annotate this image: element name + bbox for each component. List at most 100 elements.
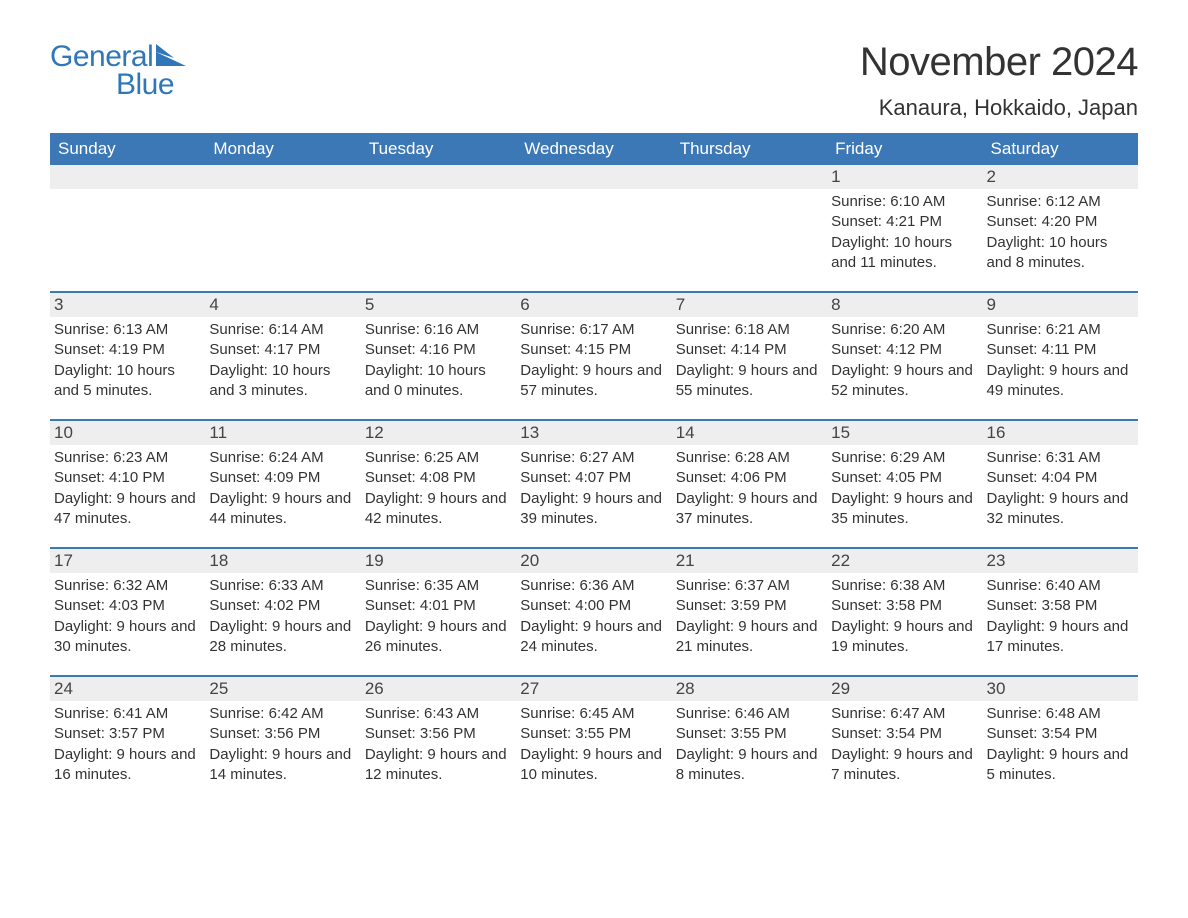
calendar-grid: Sunday Monday Tuesday Wednesday Thursday… — [50, 133, 1138, 803]
daylight-text: Daylight: 10 hours and 11 minutes. — [831, 233, 978, 274]
sunset-text: Sunset: 3:55 PM — [520, 724, 667, 744]
sunrise-text: Sunrise: 6:45 AM — [520, 704, 667, 724]
daylight-text: Daylight: 9 hours and 10 minutes. — [520, 745, 667, 786]
day-cell: 3Sunrise: 6:13 AMSunset: 4:19 PMDaylight… — [50, 293, 205, 419]
sunset-text: Sunset: 4:00 PM — [520, 596, 667, 616]
sunset-text: Sunset: 4:21 PM — [831, 212, 978, 232]
day-number: 5 — [361, 293, 516, 317]
day-cell: 30Sunrise: 6:48 AMSunset: 3:54 PMDayligh… — [983, 677, 1138, 803]
sunset-text: Sunset: 4:03 PM — [54, 596, 201, 616]
sunrise-text: Sunrise: 6:48 AM — [987, 704, 1134, 724]
sunrise-text: Sunrise: 6:33 AM — [209, 576, 356, 596]
sunrise-text: Sunrise: 6:28 AM — [676, 448, 823, 468]
day-number: 25 — [205, 677, 360, 701]
sunset-text: Sunset: 3:59 PM — [676, 596, 823, 616]
week-row: 10Sunrise: 6:23 AMSunset: 4:10 PMDayligh… — [50, 419, 1138, 547]
day-number: 8 — [827, 293, 982, 317]
day-cell: 16Sunrise: 6:31 AMSunset: 4:04 PMDayligh… — [983, 421, 1138, 547]
daylight-text: Daylight: 9 hours and 24 minutes. — [520, 617, 667, 658]
daylight-text: Daylight: 9 hours and 12 minutes. — [365, 745, 512, 786]
day-number: 21 — [672, 549, 827, 573]
sunrise-text: Sunrise: 6:12 AM — [987, 192, 1134, 212]
sunset-text: Sunset: 4:16 PM — [365, 340, 512, 360]
daylight-text: Daylight: 9 hours and 16 minutes. — [54, 745, 201, 786]
sunrise-text: Sunrise: 6:42 AM — [209, 704, 356, 724]
daylight-text: Daylight: 9 hours and 47 minutes. — [54, 489, 201, 530]
day-number-bar-empty — [672, 165, 827, 189]
daylight-text: Daylight: 9 hours and 39 minutes. — [520, 489, 667, 530]
day-cell — [672, 165, 827, 291]
daylight-text: Daylight: 10 hours and 8 minutes. — [987, 233, 1134, 274]
sunrise-text: Sunrise: 6:40 AM — [987, 576, 1134, 596]
day-cell: 12Sunrise: 6:25 AMSunset: 4:08 PMDayligh… — [361, 421, 516, 547]
sunrise-text: Sunrise: 6:35 AM — [365, 576, 512, 596]
week-row: 1Sunrise: 6:10 AMSunset: 4:21 PMDaylight… — [50, 165, 1138, 291]
weekday-header: Wednesday — [516, 133, 671, 165]
day-cell: 5Sunrise: 6:16 AMSunset: 4:16 PMDaylight… — [361, 293, 516, 419]
sunset-text: Sunset: 4:02 PM — [209, 596, 356, 616]
day-cell — [50, 165, 205, 291]
month-title: November 2024 — [860, 40, 1138, 85]
day-cell: 21Sunrise: 6:37 AMSunset: 3:59 PMDayligh… — [672, 549, 827, 675]
day-number: 6 — [516, 293, 671, 317]
day-cell: 11Sunrise: 6:24 AMSunset: 4:09 PMDayligh… — [205, 421, 360, 547]
weekday-header: Tuesday — [361, 133, 516, 165]
day-cell: 17Sunrise: 6:32 AMSunset: 4:03 PMDayligh… — [50, 549, 205, 675]
day-cell: 10 Sunrise: 6:23 AMSunset: 4:10 PMDayligh… — [50, 421, 205, 547]
daylight-text: Daylight: 10 hours and 3 minutes. — [209, 361, 356, 402]
sunrise-text: Sunrise: 6:29 AM — [831, 448, 978, 468]
page-header: General Blue November 2024 Kanaura, Hokk… — [50, 40, 1138, 121]
day-number: 20 — [516, 549, 671, 573]
day-number: 18 — [205, 549, 360, 573]
day-cell — [516, 165, 671, 291]
sunrise-text: Sunrise: 6:37 AM — [676, 576, 823, 596]
day-cell: 22Sunrise: 6:38 AMSunset: 3:58 PMDayligh… — [827, 549, 982, 675]
day-number: 26 — [361, 677, 516, 701]
day-cell: 8Sunrise: 6:20 AMSunset: 4:12 PMDaylight… — [827, 293, 982, 419]
daylight-text: Daylight: 9 hours and 57 minutes. — [520, 361, 667, 402]
daylight-text: Daylight: 9 hours and 37 minutes. — [676, 489, 823, 530]
day-number: 16 — [983, 421, 1138, 445]
week-row: 24Sunrise: 6:41 AMSunset: 3:57 PMDayligh… — [50, 675, 1138, 803]
day-cell: 26 Sunrise: 6:43 AMSunset: 3:56 PMDayligh… — [361, 677, 516, 803]
daylight-text: Daylight: 9 hours and 44 minutes. — [209, 489, 356, 530]
day-number: 24 — [50, 677, 205, 701]
daylight-text: Daylight: 9 hours and 55 minutes. — [676, 361, 823, 402]
day-cell: 15Sunrise: 6:29 AMSunset: 4:05 PMDayligh… — [827, 421, 982, 547]
weekday-header: Thursday — [672, 133, 827, 165]
sunset-text: Sunset: 4:05 PM — [831, 468, 978, 488]
sunset-text: Sunset: 4:17 PM — [209, 340, 356, 360]
sunset-text: Sunset: 3:58 PM — [987, 596, 1134, 616]
sunrise-text: Sunrise: 6:18 AM — [676, 320, 823, 340]
day-number: 19 — [361, 549, 516, 573]
sunrise-text: Sunrise: 6:46 AM — [676, 704, 823, 724]
day-number: 11 — [205, 421, 360, 445]
day-number: 22 — [827, 549, 982, 573]
sunrise-text: Sunrise: 6:23 AM — [54, 448, 201, 468]
calendar-page: General Blue November 2024 Kanaura, Hokk… — [0, 0, 1188, 823]
sunrise-text: Sunrise: 6:43 AM — [365, 704, 512, 724]
day-cell: 27Sunrise: 6:45 AMSunset: 3:55 PMDayligh… — [516, 677, 671, 803]
weeks-container: 1Sunrise: 6:10 AMSunset: 4:21 PMDaylight… — [50, 165, 1138, 803]
daylight-text: Daylight: 9 hours and 7 minutes. — [831, 745, 978, 786]
day-cell: 18Sunrise: 6:33 AMSunset: 4:02 PMDayligh… — [205, 549, 360, 675]
daylight-text: Daylight: 9 hours and 30 minutes. — [54, 617, 201, 658]
sunset-text: Sunset: 3:56 PM — [365, 724, 512, 744]
sunset-text: Sunset: 3:54 PM — [987, 724, 1134, 744]
sunset-text: Sunset: 4:09 PM — [209, 468, 356, 488]
day-cell: 1Sunrise: 6:10 AMSunset: 4:21 PMDaylight… — [827, 165, 982, 291]
daylight-text: Daylight: 9 hours and 42 minutes. — [365, 489, 512, 530]
day-cell: 25Sunrise: 6:42 AMSunset: 3:56 PMDayligh… — [205, 677, 360, 803]
day-number: 9 — [983, 293, 1138, 317]
day-number: 10 — [50, 421, 205, 445]
daylight-text: Daylight: 10 hours and 5 minutes. — [54, 361, 201, 402]
day-cell: 2Sunrise: 6:12 AMSunset: 4:20 PMDaylight… — [983, 165, 1138, 291]
sunset-text: Sunset: 4:07 PM — [520, 468, 667, 488]
sunrise-text: Sunrise: 6:36 AM — [520, 576, 667, 596]
day-number: 28 — [672, 677, 827, 701]
week-row: 3Sunrise: 6:13 AMSunset: 4:19 PMDaylight… — [50, 291, 1138, 419]
sunset-text: Sunset: 4:10 PM — [54, 468, 201, 488]
sunset-text: Sunset: 3:56 PM — [209, 724, 356, 744]
sunset-text: Sunset: 4:14 PM — [676, 340, 823, 360]
day-number-bar-empty — [516, 165, 671, 189]
